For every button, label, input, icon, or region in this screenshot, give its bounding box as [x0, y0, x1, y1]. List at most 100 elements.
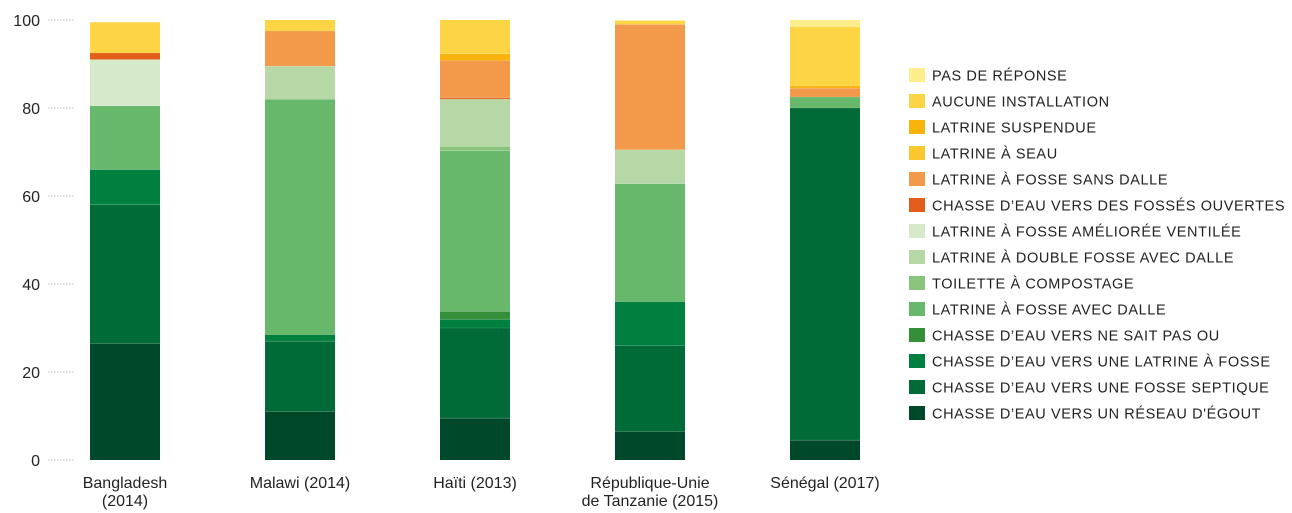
bar-segment	[90, 343, 160, 460]
bar-stack	[265, 20, 335, 460]
legend-item: LATRINE À FOSSE AMÉLIORÉE VENTILÉE	[909, 224, 1241, 241]
legend: PAS DE RÉPONSE AUCUNE INSTALLATION LATRINE…	[909, 68, 1285, 423]
legend-label: CHASSE D’EAU VERS DES FOSSÉS OUVERTES	[932, 198, 1285, 215]
x-category-label: Malawi (2014)	[250, 475, 350, 492]
y-tick-label: 60	[22, 189, 40, 206]
legend-item: PAS DE RÉPONSE	[909, 68, 1067, 85]
legend-swatch	[909, 302, 925, 316]
legend-label: CHASSE D’EAU VERS UN RÉSEAU D'ÉGOUT	[932, 406, 1261, 423]
bar-segment	[790, 97, 860, 108]
bar-segment	[440, 150, 510, 312]
bar-segment	[440, 99, 510, 147]
legend-label: LATRINE SUSPENDUE	[932, 121, 1097, 137]
legend-item: CHASSE D’EAU VERS DES FOSSÉS OUVERTES	[909, 198, 1285, 215]
y-axis: 0 20 40 60 80 100	[13, 13, 74, 470]
bar-segment	[615, 431, 685, 460]
bar-segment	[90, 204, 160, 344]
legend-swatch	[909, 250, 925, 264]
bar-stack	[440, 20, 510, 460]
legend-swatch	[909, 172, 925, 186]
legend-swatch	[909, 354, 925, 368]
legend-label: PAS DE RÉPONSE	[932, 68, 1067, 85]
legend-item: AUCUNE INSTALLATION	[909, 94, 1110, 111]
bar-segment	[265, 99, 335, 335]
legend-swatch	[909, 94, 925, 108]
legend-label: TOILETTE À COMPOSTAGE	[932, 276, 1134, 293]
legend-item: TOILETTE À COMPOSTAGE	[909, 276, 1134, 293]
bar-segment	[440, 319, 510, 328]
x-category-label: Bangladesh	[83, 475, 168, 492]
legend-label: CHASSE D’EAU VERS NE SAIT PAS OU	[932, 329, 1220, 345]
legend-swatch	[909, 276, 925, 290]
legend-item: LATRINE SUSPENDUE	[909, 120, 1097, 137]
x-category-label: République-Unie	[590, 475, 709, 492]
y-tick-label: 40	[22, 277, 40, 294]
legend-swatch	[909, 198, 925, 212]
y-tick-label: 80	[22, 101, 40, 118]
x-category-label: Haïti (2013)	[433, 475, 517, 492]
legend-item: CHASSE D’EAU VERS UN RÉSEAU D'ÉGOUT	[909, 406, 1261, 423]
legend-swatch	[909, 120, 925, 134]
bar-stack	[790, 20, 860, 460]
x-category-label: Sénégal (2017)	[770, 475, 879, 492]
legend-label: LATRINE À FOSSE AVEC DALLE	[932, 302, 1166, 319]
bar-segment	[440, 418, 510, 460]
legend-swatch	[909, 380, 925, 394]
bar-segment	[440, 328, 510, 419]
bar-segment	[440, 311, 510, 320]
legend-label: LATRINE À FOSSE AMÉLIORÉE VENTILÉE	[932, 224, 1241, 241]
bar-segment	[790, 108, 860, 441]
bar-segment	[440, 60, 510, 98]
bar-segment	[615, 301, 685, 346]
bar-segment	[265, 334, 335, 342]
bar-segment	[790, 440, 860, 460]
legend-label: CHASSE D’EAU VERS UNE FOSSE SEPTIQUE	[932, 381, 1269, 397]
bar-segment	[790, 26, 860, 87]
bar-segment	[440, 20, 510, 54]
legend-item: CHASSE D’EAU VERS UNE LATRINE À FOSSE	[909, 354, 1270, 371]
bar-segment	[790, 88, 860, 97]
legend-label: LATRINE À SEAU	[932, 146, 1058, 163]
legend-item: CHASSE D’EAU VERS UNE FOSSE SEPTIQUE	[909, 380, 1269, 397]
bar-segment	[90, 169, 160, 205]
bar-segment	[790, 20, 860, 27]
bar-segment	[265, 31, 335, 67]
bar-segment	[440, 146, 510, 151]
legend-swatch	[909, 406, 925, 420]
bar-segment	[265, 341, 335, 412]
bar-segment	[265, 411, 335, 460]
legend-swatch	[909, 68, 925, 82]
legend-item: LATRINE À FOSSE AVEC DALLE	[909, 302, 1166, 319]
bar-segment	[90, 59, 160, 106]
bar-segment	[265, 66, 335, 100]
x-category-label: (2014)	[102, 493, 148, 510]
legend-label: LATRINE À FOSSE SANS DALLE	[932, 172, 1168, 189]
bar-segment	[615, 20, 685, 25]
legend-item: LATRINE À FOSSE SANS DALLE	[909, 172, 1168, 189]
legend-label: AUCUNE INSTALLATION	[932, 95, 1110, 111]
bar-stack	[615, 20, 685, 460]
bar-segment	[790, 86, 860, 89]
legend-swatch	[909, 328, 925, 342]
bar-segment	[615, 20, 685, 21]
y-tick-label: 100	[13, 13, 40, 30]
bar-segment	[615, 24, 685, 150]
legend-item: CHASSE D’EAU VERS NE SAIT PAS OU	[909, 328, 1220, 345]
bar-segment	[265, 20, 335, 31]
legend-swatch	[909, 146, 925, 160]
legend-label: LATRINE À DOUBLE FOSSE AVEC DALLE	[932, 250, 1234, 267]
x-axis: Bangladesh(2014) Malawi (2014) Haïti (2013…	[83, 475, 880, 510]
bar-segment	[440, 53, 510, 61]
bar-segment	[440, 97, 510, 100]
bar-segment	[90, 22, 160, 53]
y-tick-label: 0	[31, 453, 40, 470]
legend-item: LATRINE À SEAU	[909, 146, 1058, 163]
bar-segment	[90, 53, 160, 60]
bar-segment	[615, 183, 685, 302]
x-category-label: de Tanzanie (2015)	[582, 493, 719, 510]
bar-segment	[90, 105, 160, 170]
legend-item: LATRINE À DOUBLE FOSSE AVEC DALLE	[909, 250, 1234, 267]
y-tick-label: 20	[22, 365, 40, 382]
bar-segment	[615, 345, 685, 432]
